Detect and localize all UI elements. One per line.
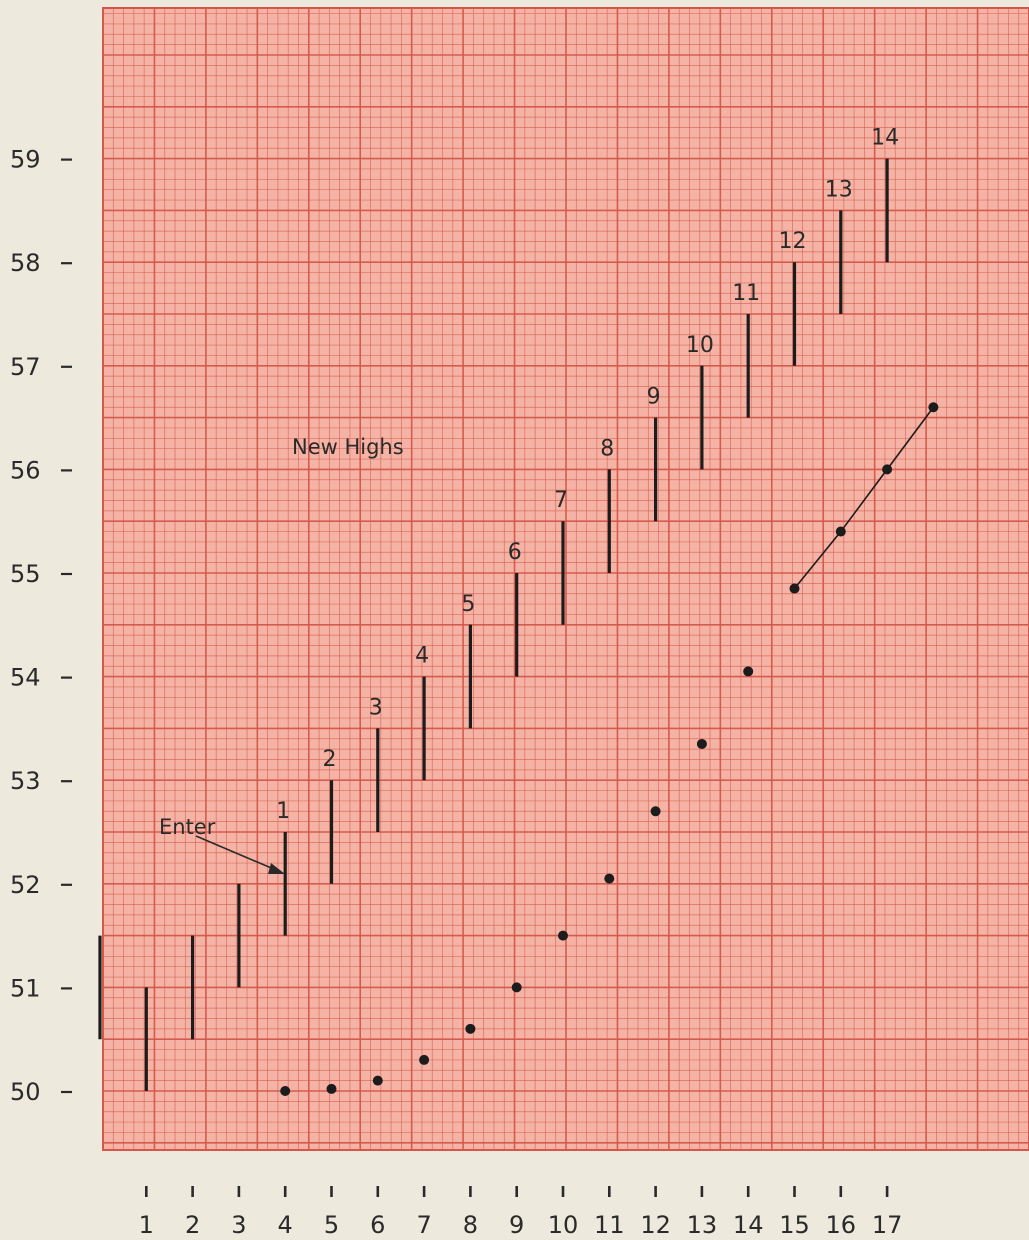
y-tick-label: 53 [10, 767, 41, 795]
bar-series [98, 158, 889, 1091]
trend-polyline [793, 406, 935, 590]
data-point [558, 930, 568, 941]
x-tick-label: 5 [324, 1211, 339, 1239]
y-tick-label: 50 [10, 1078, 41, 1106]
bar-number-label: 10 [686, 333, 714, 358]
data-point [789, 583, 800, 594]
x-tick-label: 16 [826, 1211, 857, 1239]
x-tick-label: 8 [463, 1211, 478, 1239]
plot-border [102, 7, 1029, 1151]
bar-number-label: 1 [276, 799, 290, 824]
bar-number-label: 13 [825, 177, 853, 202]
x-tick-label: 13 [687, 1211, 718, 1239]
data-point [743, 666, 754, 677]
data-point [419, 1054, 430, 1065]
x-tick-label: 11 [594, 1211, 625, 1239]
enter-arrowhead [268, 863, 285, 874]
data-point [511, 982, 522, 993]
x-tick-label: 12 [640, 1211, 671, 1239]
bar-number-label: 14 [871, 126, 899, 151]
bar-number-label: 11 [732, 281, 760, 306]
bar-number-label: 4 [415, 644, 429, 669]
trend-line [793, 406, 935, 590]
x-tick-label: 14 [733, 1211, 764, 1239]
x-tick-label: 4 [278, 1211, 293, 1239]
y-tick-label: 58 [10, 249, 41, 277]
data-point [882, 464, 893, 475]
x-tick-label: 2 [185, 1211, 200, 1239]
x-tick-label: 9 [509, 1211, 524, 1239]
x-tick-label: 1 [139, 1211, 154, 1239]
bar-number-label: 12 [779, 229, 807, 254]
y-tick-label: 55 [10, 560, 41, 588]
bar-number-label: 6 [508, 540, 522, 565]
y-tick-label: 54 [10, 664, 41, 692]
bar-number-label: 8 [600, 436, 614, 461]
y-tick-label: 51 [10, 974, 41, 1002]
data-point [604, 873, 615, 884]
y-tick-label: 52 [10, 871, 41, 899]
bar-number-label: 7 [554, 488, 568, 513]
dot-series [280, 402, 939, 1096]
enter-arrow [195, 835, 277, 871]
x-axis: 1 2 3 4 5 6 7 8 9 10 11 12 13 14 15 16 17 [139, 1186, 903, 1239]
y-tick-label: 56 [10, 456, 41, 484]
y-tick-label: 57 [10, 353, 41, 381]
data-point [696, 738, 707, 749]
x-tick-label: 3 [231, 1211, 246, 1239]
data-point [372, 1075, 383, 1086]
x-tick-label: 17 [872, 1211, 903, 1239]
x-tick-label: 6 [370, 1211, 385, 1239]
x-tick-label: 7 [416, 1211, 431, 1239]
bar-number-label: 5 [461, 592, 475, 617]
data-point [465, 1023, 476, 1034]
new-highs-annotation: New Highs [292, 435, 404, 459]
data-point [650, 806, 661, 817]
x-tick-label: 10 [548, 1211, 579, 1239]
x-tick-label: 15 [779, 1211, 810, 1239]
data-point [326, 1083, 337, 1094]
bar-number-label: 2 [323, 747, 337, 772]
data-point [835, 526, 846, 537]
grid [102, 7, 1029, 1151]
y-axis: 50 51 52 53 54 55 56 57 58 59 [10, 146, 72, 1106]
data-point [928, 402, 939, 413]
annotations: New Highs Enter [159, 435, 404, 874]
enter-annotation: Enter [159, 815, 216, 839]
y-tick-label: 59 [10, 146, 41, 174]
data-point [280, 1086, 291, 1096]
bar-number-label: 3 [369, 695, 383, 720]
bar-number-label: 9 [647, 385, 661, 410]
